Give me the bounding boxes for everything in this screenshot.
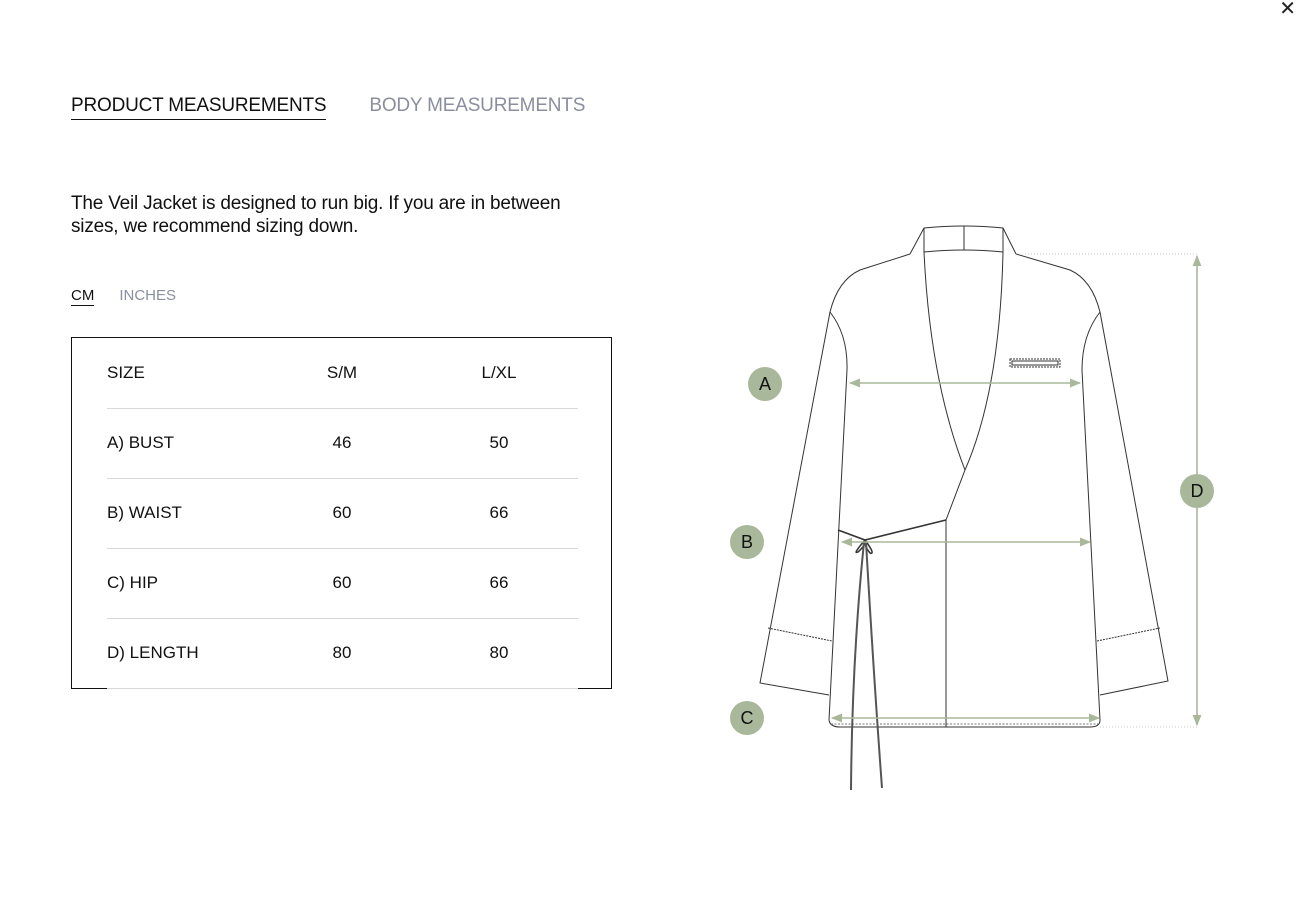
jacket-diagram: A B C D (730, 225, 1214, 791)
unit-toggle: CM INCHES (71, 287, 176, 306)
svg-text:C: C (741, 708, 754, 728)
value-sm: 80 (332, 643, 352, 662)
measurement-tabs: PRODUCT MEASUREMENTS BODY MEASUREMENTS (71, 95, 585, 120)
tab-body-measurements[interactable]: BODY MEASUREMENTS (369, 95, 586, 116)
table-row: D) LENGTH 80 80 (107, 618, 578, 689)
value-lxl: 80 (489, 643, 509, 662)
svg-text:B: B (741, 532, 753, 552)
svg-text:A: A (759, 374, 771, 394)
table-row: C) HIP 60 66 (107, 548, 578, 619)
unit-inches[interactable]: INCHES (119, 287, 177, 304)
marker-c: C (730, 701, 764, 735)
header-size: SIZE (107, 363, 145, 382)
tab-product-measurements[interactable]: PRODUCT MEASUREMENTS (71, 95, 327, 120)
unit-cm[interactable]: CM (71, 287, 95, 306)
row-label: B) WAIST (107, 503, 182, 522)
header-lxl: L/XL (481, 363, 517, 382)
table-row: B) WAIST 60 66 (107, 478, 578, 549)
table-header-row: SIZE S/M L/XL (107, 338, 578, 409)
table-row: A) BUST 46 50 (107, 408, 578, 479)
close-icon: ✕ (1279, 0, 1296, 20)
close-button[interactable]: ✕ (1279, 0, 1296, 21)
value-lxl: 50 (489, 433, 509, 452)
row-label: A) BUST (107, 433, 175, 452)
marker-d: D (1180, 474, 1214, 508)
marker-a: A (748, 367, 782, 401)
value-lxl: 66 (489, 573, 509, 592)
marker-b: B (730, 525, 764, 559)
row-label: D) LENGTH (107, 643, 199, 662)
row-label: C) HIP (107, 573, 158, 592)
fit-description: The Veil Jacket is designed to run big. … (71, 193, 561, 237)
value-lxl: 66 (489, 503, 509, 522)
guide-lines (1025, 253, 1197, 728)
jacket-outline (759, 225, 1169, 791)
size-table: SIZE S/M L/XL A) BUST 46 50 B) WAIST 60 … (71, 337, 612, 689)
header-sm: S/M (326, 363, 358, 382)
svg-text:D: D (1191, 481, 1204, 501)
measurement-arrows (830, 254, 1202, 727)
value-sm: 60 (332, 503, 352, 522)
value-sm: 46 (332, 433, 352, 452)
value-sm: 60 (332, 573, 352, 592)
